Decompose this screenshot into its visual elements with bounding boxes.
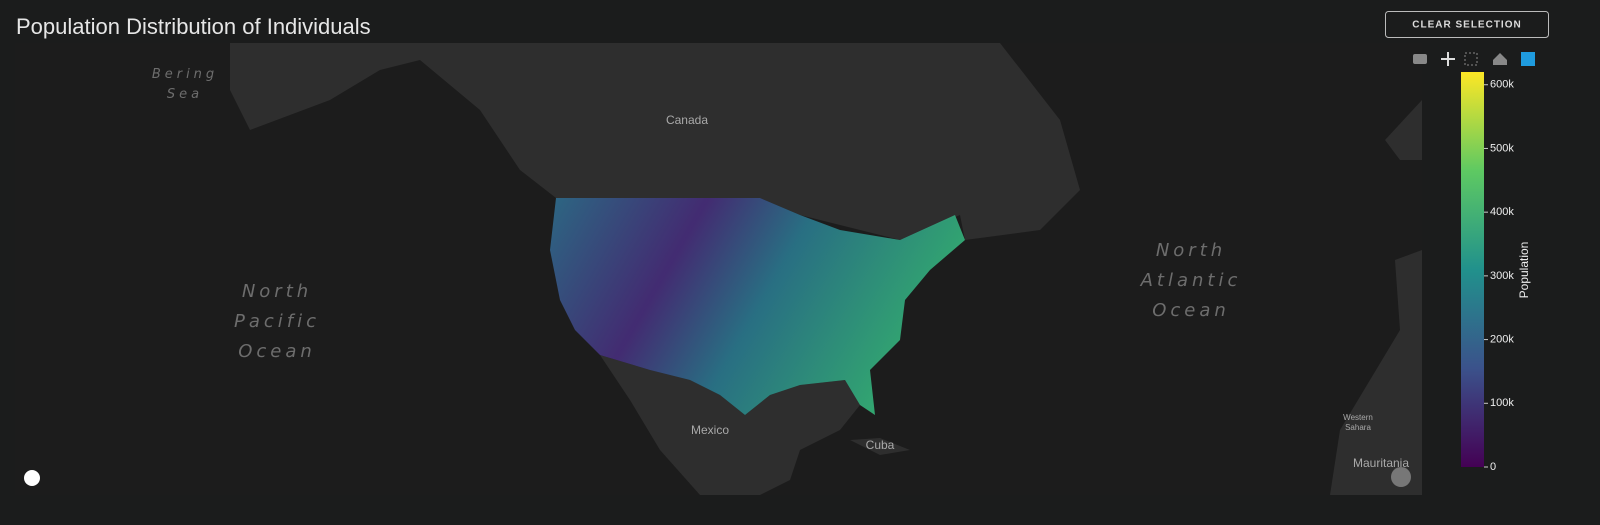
colorbar-tick-label: 200k	[1490, 333, 1514, 345]
land	[1330, 250, 1422, 495]
map-label: Pacific	[234, 311, 320, 332]
title: Population Distribution of Individuals	[16, 14, 371, 39]
map-label: Atlantic	[1140, 270, 1242, 291]
map-label: Canada	[666, 113, 708, 127]
colorbar	[1461, 72, 1484, 467]
colorbar-tick-label: 0	[1490, 461, 1496, 473]
home-icon[interactable]	[1493, 53, 1507, 65]
land	[230, 43, 1080, 240]
select-icon[interactable]	[1464, 52, 1478, 66]
map-label: Mauritania	[1353, 456, 1409, 470]
map-label: North	[1156, 240, 1226, 261]
colorbar-tick-label: 600k	[1490, 79, 1514, 91]
colorbar-tick-label: 300k	[1490, 270, 1514, 282]
map-label: Cuba	[866, 438, 895, 452]
land	[850, 438, 910, 455]
map-label: Sahara	[1345, 423, 1371, 432]
camera-icon[interactable]	[1413, 54, 1427, 64]
colorbar-title: Population	[1517, 242, 1531, 299]
map-label: Mexico	[691, 423, 729, 437]
land	[1385, 100, 1422, 160]
map-label: Sea	[167, 87, 203, 102]
pan-icon[interactable]	[1441, 52, 1455, 66]
map	[15, 43, 1422, 495]
population-region	[550, 198, 965, 415]
map-label: Ocean	[1152, 300, 1230, 321]
clear-button[interactable]	[1385, 11, 1549, 38]
mapbox-logo[interactable]	[24, 470, 40, 486]
colorbar-tick-label: 100k	[1490, 397, 1514, 409]
colorbar-tick-label: 400k	[1490, 206, 1514, 218]
map-label: Ocean	[238, 341, 316, 362]
map-label: Western	[1343, 413, 1373, 422]
colorbar-tick-label: 500k	[1490, 142, 1514, 154]
button-label[interactable]: CLEAR SELECTION	[1412, 20, 1521, 31]
map-label: North	[242, 281, 312, 302]
land	[600, 355, 860, 495]
info-button[interactable]	[1391, 467, 1411, 487]
map-label: Bering	[152, 67, 218, 82]
toolbar	[1413, 52, 1535, 66]
plotly-icon[interactable]	[1521, 52, 1535, 66]
